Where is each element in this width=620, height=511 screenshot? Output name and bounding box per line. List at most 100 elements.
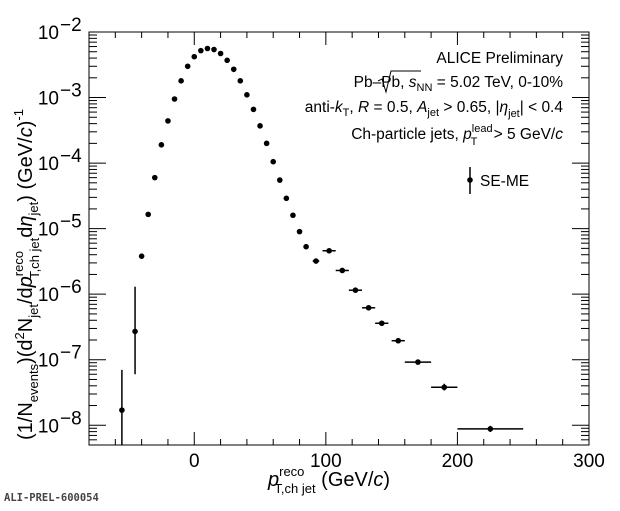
data-marker	[204, 45, 211, 52]
data-marker	[171, 96, 178, 102]
data-point	[158, 142, 165, 148]
x-tick-label: 100	[310, 451, 342, 472]
plot-border	[88, 31, 590, 446]
data-point	[224, 57, 230, 64]
data-marker	[132, 328, 138, 335]
data-point	[138, 253, 145, 259]
y-tick-label: 10	[38, 416, 59, 437]
data-point	[290, 212, 296, 219]
data-marker	[224, 57, 230, 64]
data-point	[151, 174, 158, 181]
data-point	[211, 46, 217, 53]
data-point	[404, 359, 432, 365]
annotation-system: Pb–Pb, sNN = 5.02 TeV, 0-10%	[354, 74, 564, 94]
x-tick-label: 300	[573, 451, 605, 472]
plot-frame	[88, 31, 590, 446]
data-marker	[415, 359, 421, 365]
data-point	[303, 243, 309, 250]
data-marker	[237, 78, 244, 84]
data-point	[244, 92, 250, 98]
annotation-block: ALICE Preliminary Pb–Pb, sNN = 5.02 TeV,…	[305, 50, 564, 148]
data-point	[431, 383, 458, 391]
data-point	[198, 47, 204, 54]
data-marker	[191, 53, 198, 60]
data-marker	[165, 118, 171, 124]
data-point	[119, 369, 125, 445]
data-point	[296, 228, 303, 235]
y-tick-label: 10	[38, 351, 59, 372]
data-point	[457, 425, 524, 432]
data-marker	[151, 174, 158, 181]
data-marker	[119, 407, 125, 413]
data-marker	[326, 247, 332, 254]
legend-label-se-me: SE-ME	[480, 173, 529, 190]
data-point	[165, 118, 171, 124]
data-point	[204, 45, 211, 52]
y-tick-exponent: −8	[60, 408, 82, 429]
data-point	[145, 211, 152, 218]
data-point	[348, 287, 363, 294]
data-marker	[217, 50, 224, 57]
data-marker	[158, 142, 165, 148]
y-tick-label: 10	[38, 23, 59, 44]
data-marker	[395, 337, 402, 344]
data-point	[283, 195, 290, 202]
data-point	[178, 78, 184, 84]
y-tick-exponent: −3	[60, 81, 82, 102]
data-point	[191, 53, 198, 60]
data-marker	[303, 243, 309, 250]
data-point	[217, 50, 224, 57]
data-marker	[230, 66, 237, 73]
data-marker	[352, 287, 359, 294]
data-marker	[244, 92, 250, 98]
data-marker	[270, 158, 277, 165]
y-tick-label: 10	[38, 89, 59, 110]
y-tick-exponent: −2	[60, 15, 82, 36]
data-point	[132, 286, 138, 375]
data-point	[230, 66, 237, 73]
annotation-algorithm: anti-kT, R = 0.5, Ajet > 0.65, |ηjet| < …	[305, 99, 564, 120]
data-marker	[257, 123, 263, 129]
y-tick-exponent: −7	[60, 343, 82, 364]
data-marker	[339, 267, 346, 274]
data-point	[312, 258, 320, 264]
data-point	[391, 337, 405, 344]
x-axis-title: preco T,ch jet (GeV/c)	[267, 464, 390, 496]
data-marker	[378, 320, 385, 327]
y-axis-title: (1/Nevents)(d2Njet/dprecoT,ch jetdηjet) …	[11, 109, 42, 440]
data-points	[119, 45, 524, 445]
data-marker	[441, 384, 448, 391]
legend-marker	[467, 177, 473, 183]
annotation-alice: ALICE Preliminary	[436, 50, 563, 67]
data-point	[184, 63, 191, 70]
data-marker	[487, 426, 494, 432]
sqrt-sign	[377, 70, 421, 94]
data-marker	[178, 78, 184, 84]
data-point	[362, 304, 376, 311]
data-point	[322, 247, 336, 254]
data-marker	[138, 253, 145, 259]
data-marker	[250, 106, 257, 113]
y-tick-label: 10	[38, 220, 59, 241]
data-marker	[365, 304, 372, 311]
data-marker	[184, 63, 191, 70]
axis-ticks	[88, 31, 590, 446]
data-marker	[263, 140, 270, 147]
y-tick-label: 10	[38, 154, 59, 175]
data-point	[335, 267, 349, 274]
y-tick-exponent: −5	[60, 212, 82, 233]
data-marker	[283, 195, 290, 202]
y-tick-label: 10	[38, 285, 59, 306]
y-tick-exponent: −6	[60, 277, 82, 298]
annotation-cuts: Ch-particle jets, plead T > 5 GeV/c	[351, 123, 563, 148]
data-point	[270, 158, 277, 165]
data-point	[375, 320, 389, 327]
x-tick-label: 0	[189, 451, 200, 472]
data-marker	[290, 212, 296, 219]
legend: SE-ME	[467, 167, 529, 194]
data-point	[263, 140, 270, 147]
preliminary-id: ALI-PREL-600054	[4, 492, 99, 504]
x-tick-label: 200	[442, 451, 474, 472]
data-marker	[276, 177, 283, 183]
data-point	[276, 177, 283, 183]
